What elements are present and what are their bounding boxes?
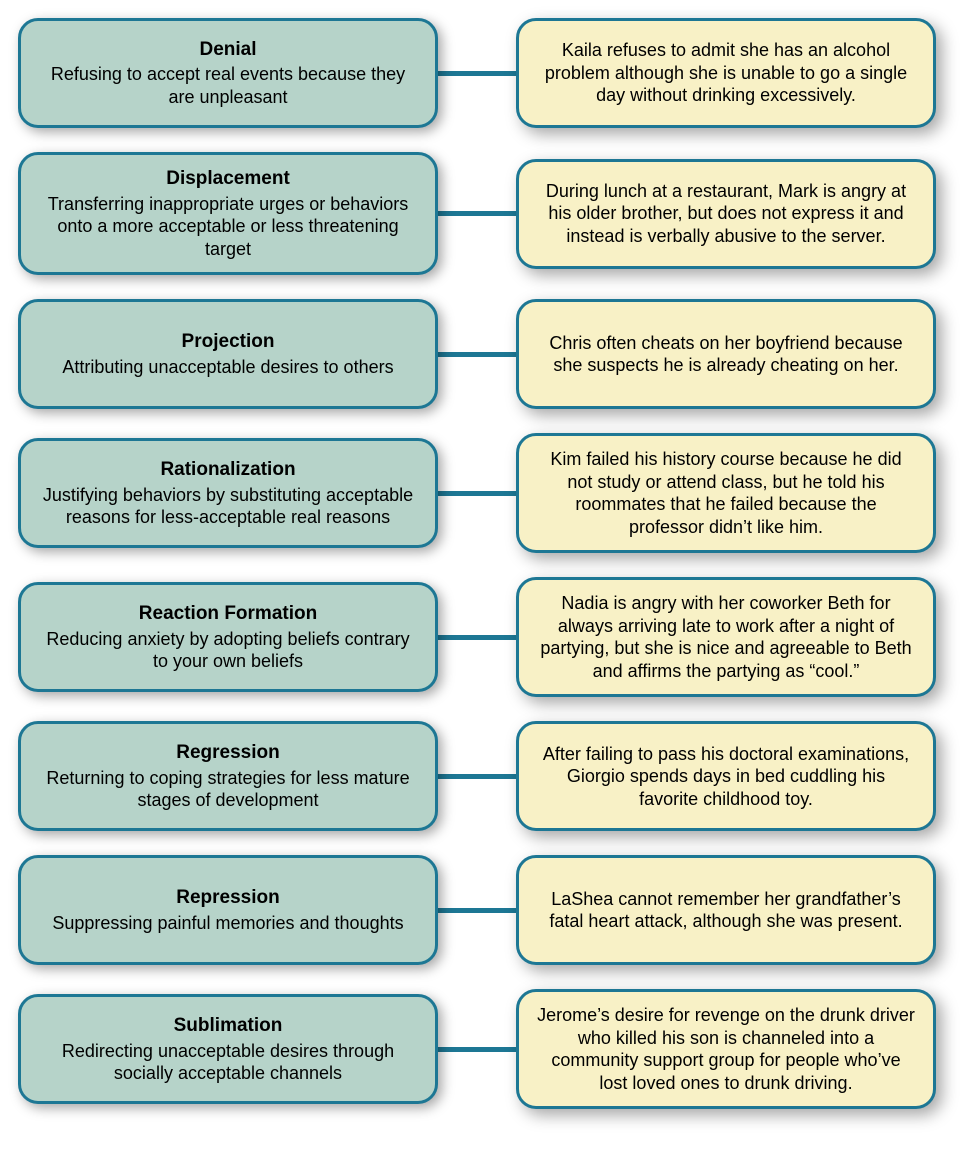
example-text: During lunch at a restaurant, Mark is an… — [537, 180, 915, 248]
term-title: Denial — [39, 38, 417, 62]
example-text: Jerome’s desire for revenge on the drunk… — [537, 1004, 915, 1094]
example-box: Nadia is angry with her coworker Beth fo… — [516, 577, 936, 697]
term-definition: Suppressing painful memories and thought… — [39, 912, 417, 935]
connector-line — [438, 774, 516, 779]
term-box: RepressionSuppressing painful memories a… — [18, 855, 438, 965]
term-box: SublimationRedirecting unacceptable desi… — [18, 994, 438, 1104]
connector-line — [438, 491, 516, 496]
term-title: Rationalization — [39, 458, 417, 482]
term-definition: Justifying behaviors by substituting acc… — [39, 484, 417, 529]
term-box: RationalizationJustifying behaviors by s… — [18, 438, 438, 548]
pair-row: RepressionSuppressing painful memories a… — [18, 855, 957, 965]
example-box: LaShea cannot remember her grandfather’s… — [516, 855, 936, 965]
example-text: Kim failed his history course because he… — [537, 448, 915, 538]
example-box: Kaila refuses to admit she has an alcoho… — [516, 18, 936, 128]
example-box: Kim failed his history course because he… — [516, 433, 936, 553]
pair-row: RegressionReturning to coping strategies… — [18, 721, 957, 831]
example-box: During lunch at a restaurant, Mark is an… — [516, 159, 936, 269]
term-box: ProjectionAttributing unacceptable desir… — [18, 299, 438, 409]
term-box: RegressionReturning to coping strategies… — [18, 721, 438, 831]
connector-line — [438, 71, 516, 76]
pair-row: RationalizationJustifying behaviors by s… — [18, 433, 957, 553]
term-definition: Reducing anxiety by adopting beliefs con… — [39, 628, 417, 673]
pair-row: DenialRefusing to accept real events bec… — [18, 18, 957, 128]
term-definition: Attributing unacceptable desires to othe… — [39, 356, 417, 379]
pair-row: ProjectionAttributing unacceptable desir… — [18, 299, 957, 409]
example-text: Kaila refuses to admit she has an alcoho… — [537, 39, 915, 107]
term-definition: Redirecting unacceptable desires through… — [39, 1040, 417, 1085]
connector-line — [438, 1047, 516, 1052]
example-text: Chris often cheats on her boyfriend beca… — [537, 332, 915, 377]
pair-row: Reaction FormationReducing anxiety by ad… — [18, 577, 957, 697]
term-definition: Transferring inappropriate urges or beha… — [39, 193, 417, 261]
connector-line — [438, 635, 516, 640]
term-title: Reaction Formation — [39, 602, 417, 626]
connector-line — [438, 352, 516, 357]
connector-line — [438, 908, 516, 913]
term-title: Sublimation — [39, 1014, 417, 1038]
example-box: After failing to pass his doctoral exami… — [516, 721, 936, 831]
example-text: After failing to pass his doctoral exami… — [537, 743, 915, 811]
pair-row: SublimationRedirecting unacceptable desi… — [18, 989, 957, 1109]
term-box: Reaction FormationReducing anxiety by ad… — [18, 582, 438, 692]
example-box: Jerome’s desire for revenge on the drunk… — [516, 989, 936, 1109]
example-text: LaShea cannot remember her grandfather’s… — [537, 888, 915, 933]
term-title: Regression — [39, 741, 417, 765]
pair-row: DisplacementTransferring inappropriate u… — [18, 152, 957, 275]
connector-line — [438, 211, 516, 216]
term-title: Projection — [39, 330, 417, 354]
term-title: Repression — [39, 886, 417, 910]
example-text: Nadia is angry with her coworker Beth fo… — [537, 592, 915, 682]
term-definition: Returning to coping strategies for less … — [39, 767, 417, 812]
term-box: DenialRefusing to accept real events bec… — [18, 18, 438, 128]
example-box: Chris often cheats on her boyfriend beca… — [516, 299, 936, 409]
term-title: Displacement — [39, 167, 417, 191]
term-box: DisplacementTransferring inappropriate u… — [18, 152, 438, 275]
term-definition: Refusing to accept real events because t… — [39, 63, 417, 108]
diagram-container: DenialRefusing to accept real events bec… — [0, 0, 975, 1161]
